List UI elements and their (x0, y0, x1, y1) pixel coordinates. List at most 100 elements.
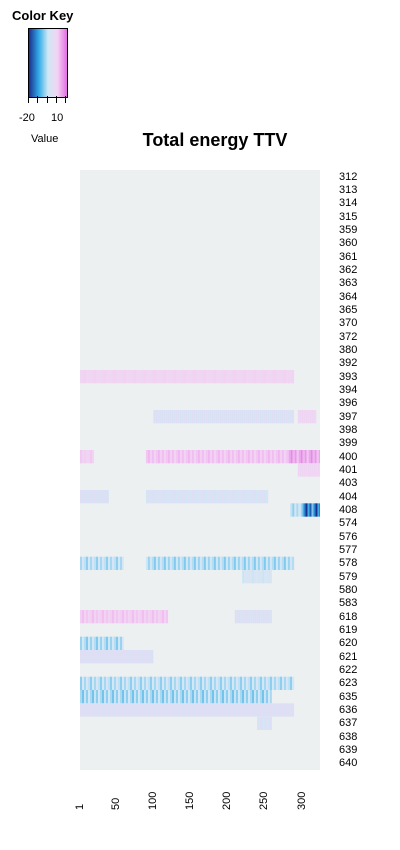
heatmap-cell (186, 690, 188, 704)
heatmap-cell (288, 370, 290, 384)
heatmap-cell (179, 556, 182, 570)
heatmap-cell (157, 410, 160, 424)
row-label: 635 (339, 690, 358, 703)
heatmap-cell-segment (242, 570, 272, 584)
heatmap-cell (146, 676, 148, 690)
heatmap-cell (303, 410, 306, 424)
heatmap-cell (118, 636, 120, 650)
heatmap-cell (203, 556, 206, 570)
heatmap-cell (84, 556, 86, 570)
heatmap-cell (90, 690, 92, 704)
heatmap-cell (108, 676, 110, 690)
heatmap-cell (82, 703, 84, 717)
heatmap-cell (283, 410, 286, 424)
heatmap-cell (122, 610, 124, 624)
heatmap-cell (157, 490, 160, 504)
color-key-title: Color Key (12, 8, 74, 23)
heatmap-cell (106, 676, 108, 690)
heatmap-cell (257, 556, 260, 570)
heatmap-cell (294, 450, 297, 464)
heatmap-cell (221, 450, 224, 464)
heatmap-cell (228, 676, 230, 690)
heatmap-cell (188, 370, 190, 384)
heatmap-cell (153, 410, 156, 424)
heatmap-cell (164, 370, 166, 384)
heatmap-cell (84, 610, 86, 624)
heatmap-cell (92, 703, 94, 717)
heatmap-cell (240, 610, 243, 624)
heatmap-cell (96, 703, 98, 717)
heatmap-cell (104, 650, 106, 664)
heatmap-cell (259, 556, 262, 570)
heatmap-cell (239, 450, 242, 464)
heatmap-cell (165, 450, 168, 464)
heatmap-cell (193, 490, 196, 504)
heatmap-cell (158, 703, 160, 717)
heatmap-cell (268, 703, 270, 717)
heatmap-cell (148, 676, 150, 690)
heatmap-cell (84, 676, 86, 690)
heatmap-cell (92, 690, 94, 704)
heatmap-cell (276, 370, 278, 384)
heatmap-cell (152, 370, 154, 384)
heatmap-cell (245, 556, 248, 570)
heatmap-cell (309, 463, 312, 477)
heatmap-cell (231, 556, 234, 570)
heatmap-cell (282, 370, 284, 384)
heatmap-cell (273, 450, 276, 464)
heatmap-cell (254, 570, 257, 584)
row-label: 312 (339, 170, 358, 183)
heatmap-cell (155, 450, 158, 464)
heatmap-cell (180, 690, 182, 704)
heatmap-cell (173, 556, 176, 570)
heatmap-cell (175, 556, 178, 570)
heatmap-cell (270, 570, 272, 584)
heatmap-cell (159, 450, 162, 464)
heatmap-cell (122, 370, 124, 384)
heatmap-cell (116, 636, 118, 650)
heatmap-cell (102, 690, 104, 704)
heatmap-cell (248, 370, 250, 384)
heatmap-cell (244, 570, 247, 584)
heatmap-cell (185, 490, 188, 504)
row-label: 637 (339, 717, 358, 730)
heatmap-cell (269, 556, 272, 570)
heatmap-cell (136, 610, 138, 624)
heatmap-cell (257, 716, 260, 730)
heatmap-cell (216, 703, 218, 717)
heatmap-cell (182, 370, 184, 384)
heatmap-cell (147, 490, 150, 504)
heatmap-cell (177, 450, 180, 464)
heatmap-cell (94, 370, 96, 384)
heatmap-cell (146, 610, 148, 624)
heatmap-cell (194, 703, 196, 717)
heatmap-cell (159, 490, 162, 504)
heatmap-cell (238, 610, 241, 624)
heatmap-cell (221, 490, 224, 504)
heatmap-cell (305, 463, 308, 477)
heatmap-cell (108, 490, 109, 504)
heatmap-cell (175, 450, 178, 464)
heatmap-cell (241, 450, 244, 464)
heatmap-cell (176, 690, 178, 704)
heatmap-cell (285, 450, 287, 464)
heatmap-cell (88, 450, 90, 464)
heatmap-cell (88, 490, 90, 504)
heatmap-cell (162, 676, 164, 690)
heatmap-cell (262, 690, 264, 704)
heatmap-cell (224, 676, 226, 690)
heatmap-cell (219, 410, 222, 424)
heatmap-cell (249, 490, 252, 504)
color-key-gradient (28, 28, 68, 98)
heatmap-cell (180, 703, 182, 717)
heatmap-cell (310, 450, 313, 464)
heatmap-cell (264, 610, 267, 624)
heatmap-cell (208, 690, 210, 704)
heatmap-cell (292, 450, 295, 464)
heatmap-cell (110, 636, 112, 650)
heatmap-cell (289, 410, 292, 424)
heatmap-cell (149, 490, 152, 504)
heatmap-cell (169, 410, 172, 424)
heatmap-cell (122, 636, 124, 650)
heatmap-cell (124, 703, 126, 717)
